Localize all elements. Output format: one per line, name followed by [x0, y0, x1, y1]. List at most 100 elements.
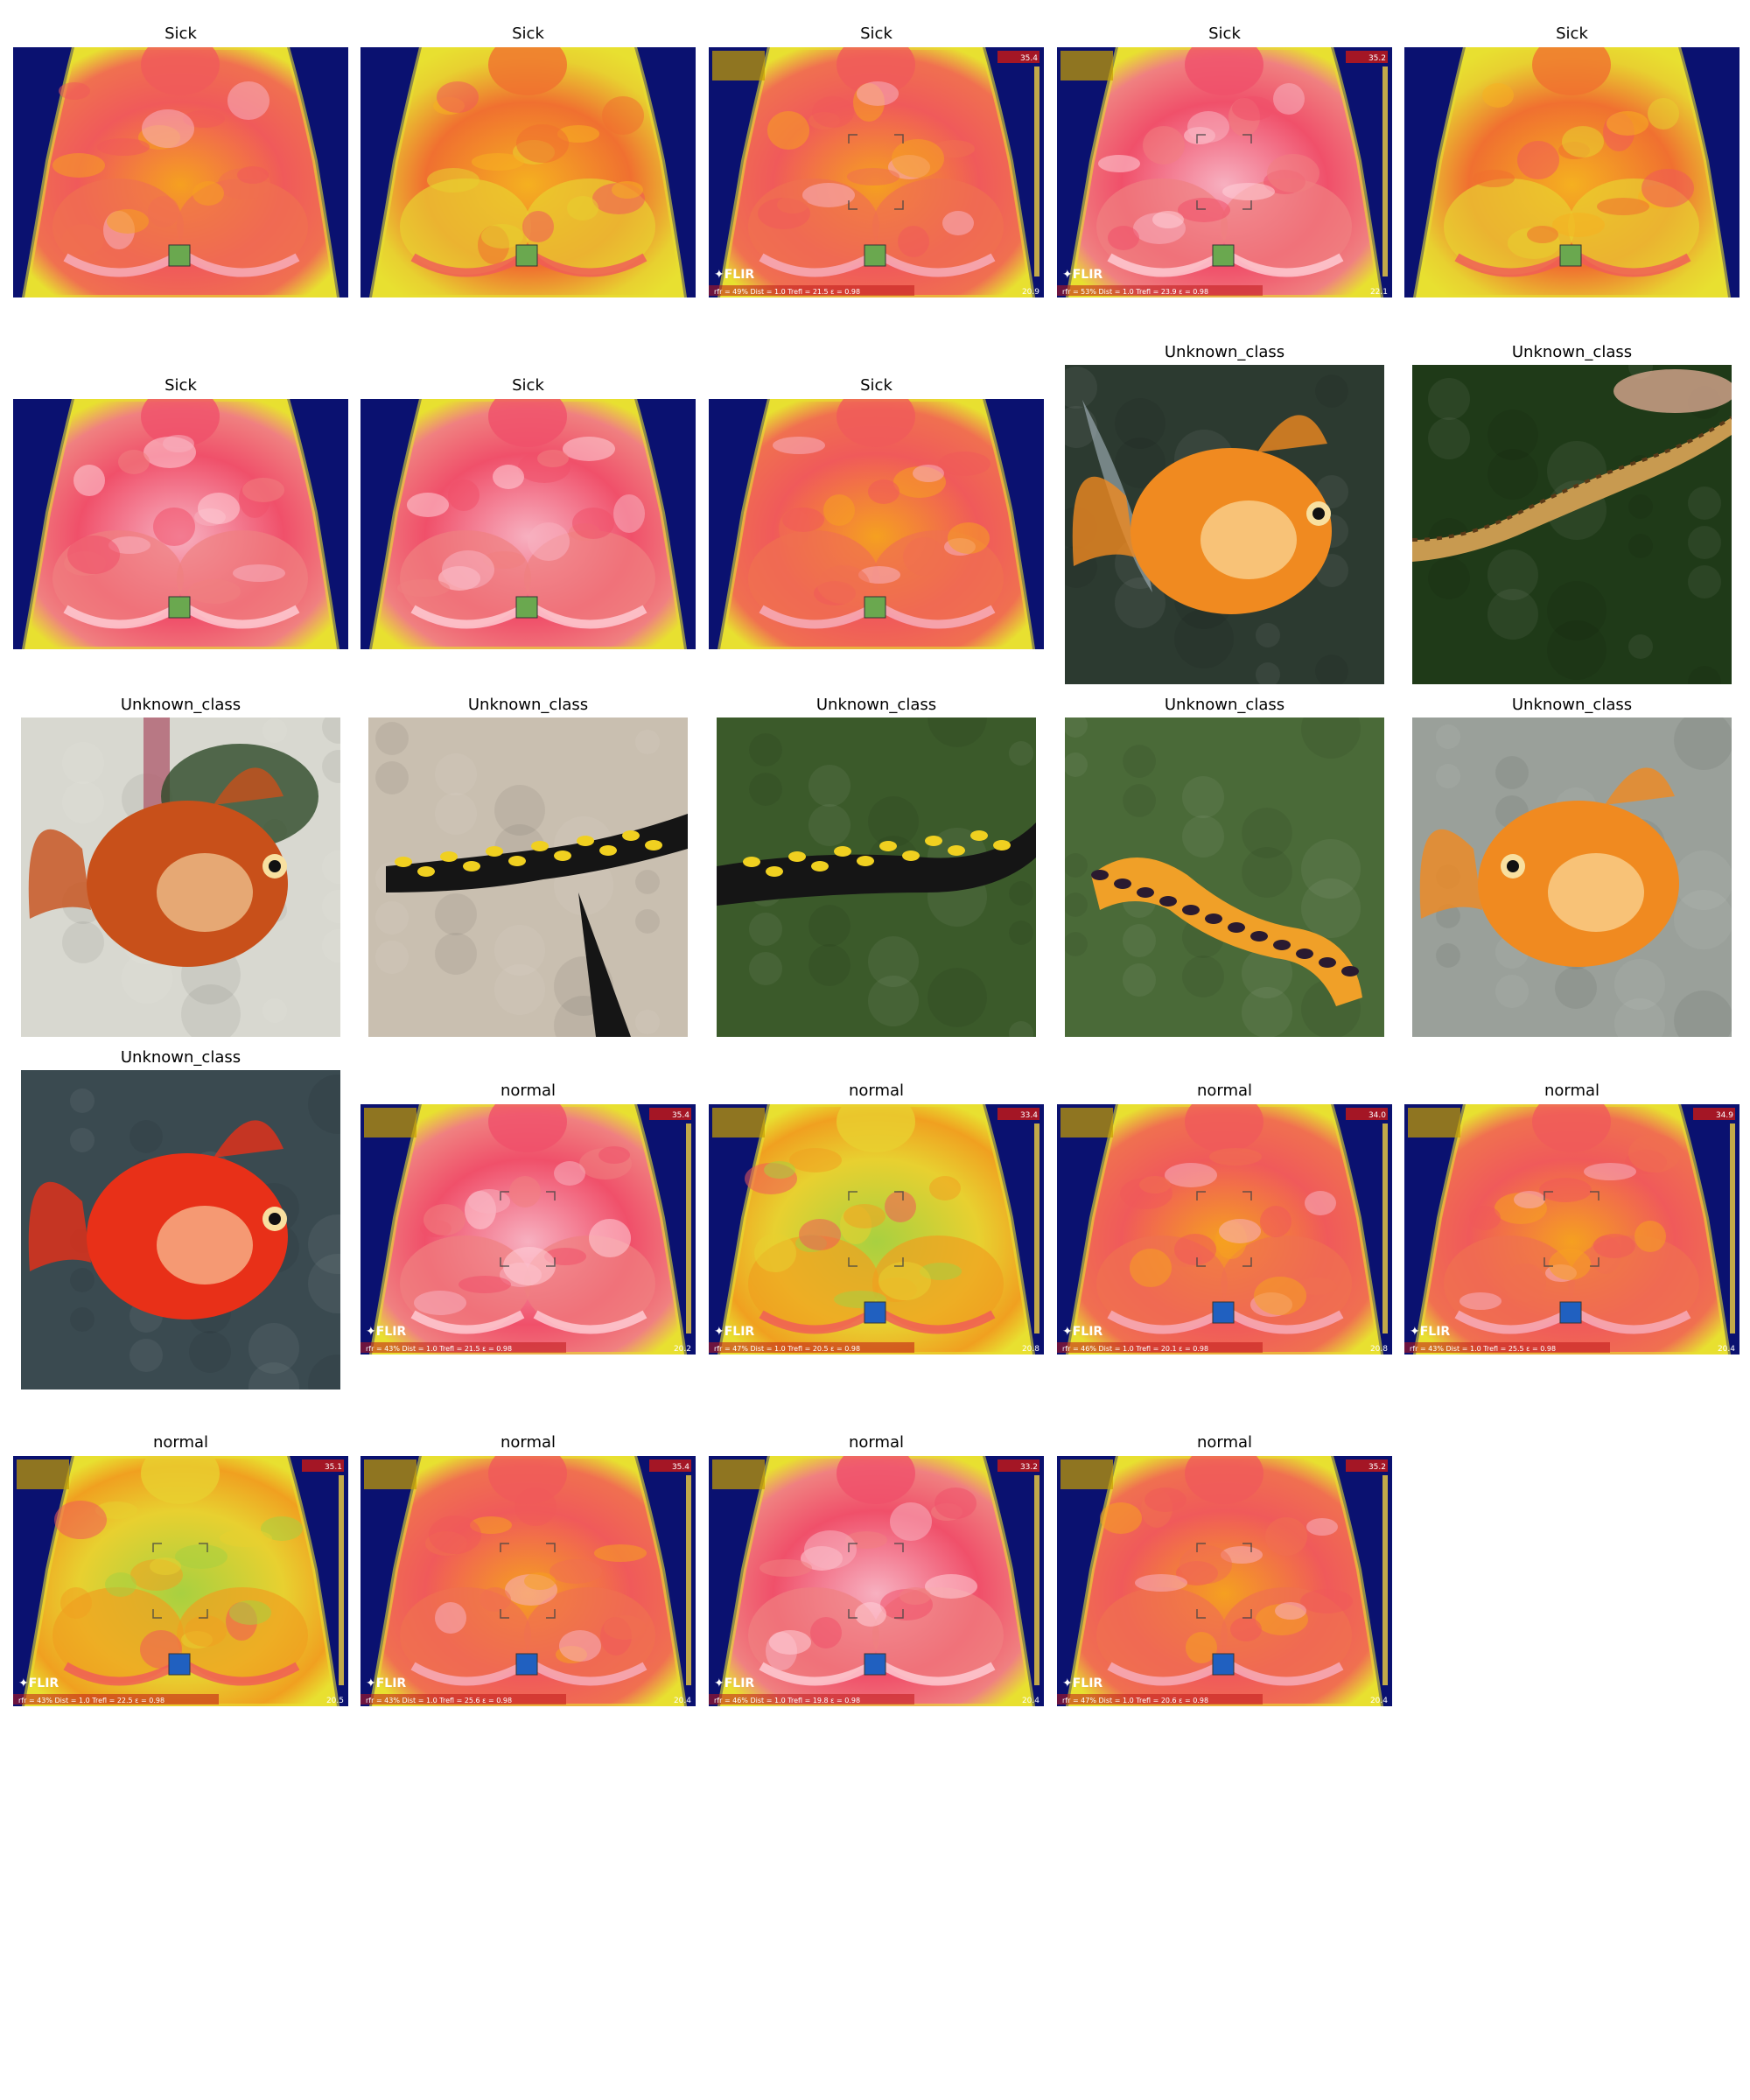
panel-title: normal [152, 1433, 209, 1452]
thermal-panel: Sick [1404, 24, 1740, 298]
panel-title: Unknown_class [120, 696, 242, 714]
panel-title: normal [1196, 1082, 1253, 1100]
panel-title: normal [1196, 1433, 1253, 1452]
thermal-panel: Sick [709, 376, 1044, 649]
scale-top-label: 33.4 [1020, 1111, 1038, 1120]
camera-footer-readout: rfr = 46% Dist = 1.0 Trefl = 20.1 ε = 0.… [1062, 1345, 1208, 1353]
thermal-image: 35.1 20.5 ✦FLIR rfr = 43% Dist = 1.0 Trefl … [13, 1456, 348, 1706]
thermal-panel: normal 35.1 20.5 ✦FLIR rfr = 43% Dist = 1.0 … [13, 1433, 348, 1706]
thermal-image [13, 47, 348, 298]
thermal-panel: Sick [13, 24, 348, 298]
thermal-image: 35.4 20.2 ✦FLIR rfr = 43% Dist = 1.0 Trefl … [360, 1104, 696, 1354]
thermal-image: 34.9 20.4 ✦FLIR rfr = 43% Dist = 1.0 Trefl … [1404, 1104, 1740, 1354]
marker-square [864, 596, 886, 619]
marker-square [168, 1653, 191, 1676]
thermal-image: 34.0 20.8 ✦FLIR rfr = 46% Dist = 1.0 Trefl … [1057, 1104, 1392, 1354]
thermal-panel: Sick [13, 376, 348, 649]
scale-top-label: 35.4 [1020, 54, 1038, 63]
scale-bottom-label: 20.5 [326, 1697, 344, 1705]
thermal-image: 35.2 22.1 ✦FLIR rfr = 53% Dist = 1.0 Trefl … [1057, 47, 1392, 298]
photo-panel: Unknown_class [1065, 343, 1384, 684]
marker-square [515, 244, 538, 267]
marker-square [515, 596, 538, 619]
thermal-image [709, 399, 1044, 649]
panel-title: normal [848, 1082, 905, 1100]
marker-square [1212, 1653, 1235, 1676]
panel-title: Sick [164, 376, 197, 395]
camera-footer-readout: rfr = 43% Dist = 1.0 Trefl = 21.5 ε = 0.… [366, 1345, 512, 1353]
panel-title: Unknown_class [1164, 343, 1285, 361]
panel-title: normal [848, 1433, 905, 1452]
camera-footer-readout: rfr = 43% Dist = 1.0 Trefl = 22.5 ε = 0.… [18, 1697, 164, 1704]
panel-title: Sick [1556, 24, 1588, 43]
marker-square [864, 244, 886, 267]
flir-logo: ✦FLIR [1062, 1676, 1102, 1690]
panel-title: Unknown_class [816, 696, 937, 714]
flir-logo: ✦FLIR [1410, 1325, 1450, 1339]
flir-logo: ✦FLIR [714, 1676, 754, 1690]
marker-square [1559, 1301, 1582, 1324]
camera-footer-readout: rfr = 43% Dist = 1.0 Trefl = 25.5 ε = 0.… [1410, 1345, 1556, 1353]
animal-photo [21, 1070, 340, 1390]
panel-title: Unknown_class [1164, 696, 1285, 714]
thermal-panel: Sick 35.2 22.1 ✦FLIR rfr = 53% Dist = 1.0 Tr… [1057, 24, 1392, 298]
animal-photo [368, 718, 688, 1037]
panel-title: normal [500, 1082, 556, 1100]
animal-photo [717, 718, 1036, 1037]
photo-panel: Unknown_class [21, 1048, 340, 1390]
camera-footer-readout: rfr = 43% Dist = 1.0 Trefl = 25.6 ε = 0.… [366, 1697, 512, 1704]
camera-footer-readout: rfr = 47% Dist = 1.0 Trefl = 20.6 ε = 0.… [1062, 1697, 1208, 1704]
scale-bottom-label: 22.1 [1370, 288, 1388, 297]
flir-logo: ✦FLIR [18, 1676, 59, 1690]
panel-title: Unknown_class [467, 696, 589, 714]
scale-bottom-label: 20.8 [1022, 1345, 1040, 1354]
camera-footer-readout: rfr = 53% Dist = 1.0 Trefl = 23.9 ε = 0.… [1062, 288, 1208, 296]
panel-title: normal [1544, 1082, 1600, 1100]
scale-top-label: 35.4 [672, 1463, 690, 1472]
photo-panel: Unknown_class [717, 696, 1036, 1037]
thermal-image [1404, 47, 1740, 298]
thermal-image: 33.2 20.4 ✦FLIR rfr = 46% Dist = 1.0 Trefl … [709, 1456, 1044, 1706]
marker-square [168, 244, 191, 267]
marker-square [1212, 1301, 1235, 1324]
scale-top-label: 35.4 [672, 1111, 690, 1120]
thermal-image: 35.4 20.9 ✦FLIR rfr = 49% Dist = 1.0 Trefl … [709, 47, 1044, 298]
panel-title: Sick [164, 24, 197, 43]
photo-panel: Unknown_class [1065, 696, 1384, 1037]
marker-square [1559, 244, 1582, 267]
camera-footer-readout: rfr = 49% Dist = 1.0 Trefl = 21.5 ε = 0.… [714, 288, 860, 296]
animal-photo [1412, 365, 1732, 684]
flir-logo: ✦FLIR [714, 1325, 754, 1339]
thermal-image [360, 47, 696, 298]
thermal-image: 35.4 20.4 ✦FLIR rfr = 43% Dist = 1.0 Trefl … [360, 1456, 696, 1706]
panel-title: Unknown_class [1511, 343, 1633, 361]
thermal-image [13, 399, 348, 649]
flir-logo: ✦FLIR [714, 268, 754, 282]
camera-footer-readout: rfr = 47% Dist = 1.0 Trefl = 20.5 ε = 0.… [714, 1345, 860, 1353]
panel-title: Sick [860, 376, 892, 395]
thermal-panel: normal 35.4 20.4 ✦FLIR rfr = 43% Dist = 1.0 … [360, 1433, 696, 1706]
photo-panel: Unknown_class [1412, 343, 1732, 684]
scale-top-label: 35.2 [1368, 1463, 1386, 1472]
marker-square [515, 1653, 538, 1676]
thermal-panel: normal 33.4 20.8 ✦FLIR rfr = 47% Dist = 1.0 … [709, 1082, 1044, 1354]
flir-logo: ✦FLIR [366, 1325, 406, 1339]
photo-panel: Unknown_class [21, 696, 340, 1037]
scale-bottom-label: 20.4 [1718, 1345, 1735, 1354]
flir-logo: ✦FLIR [366, 1676, 406, 1690]
thermal-panel: Sick [360, 24, 696, 298]
thermal-panel: normal 35.4 20.2 ✦FLIR rfr = 43% Dist = 1.0 … [360, 1082, 696, 1354]
thermal-image: 35.2 20.4 ✦FLIR rfr = 47% Dist = 1.0 Trefl … [1057, 1456, 1392, 1706]
thermal-image: 33.4 20.8 ✦FLIR rfr = 47% Dist = 1.0 Trefl … [709, 1104, 1044, 1354]
photo-panel: Unknown_class [1412, 696, 1732, 1037]
scale-bottom-label: 20.2 [674, 1345, 691, 1354]
flir-logo: ✦FLIR [1062, 1325, 1102, 1339]
thermal-image [360, 399, 696, 649]
scale-bottom-label: 20.4 [1370, 1697, 1388, 1705]
animal-photo [1065, 365, 1384, 684]
scale-bottom-label: 20.4 [1022, 1697, 1040, 1705]
marker-square [1212, 244, 1235, 267]
thermal-panel: normal 34.9 20.4 ✦FLIR rfr = 43% Dist = 1.0 … [1404, 1082, 1740, 1354]
flir-logo: ✦FLIR [1062, 268, 1102, 282]
